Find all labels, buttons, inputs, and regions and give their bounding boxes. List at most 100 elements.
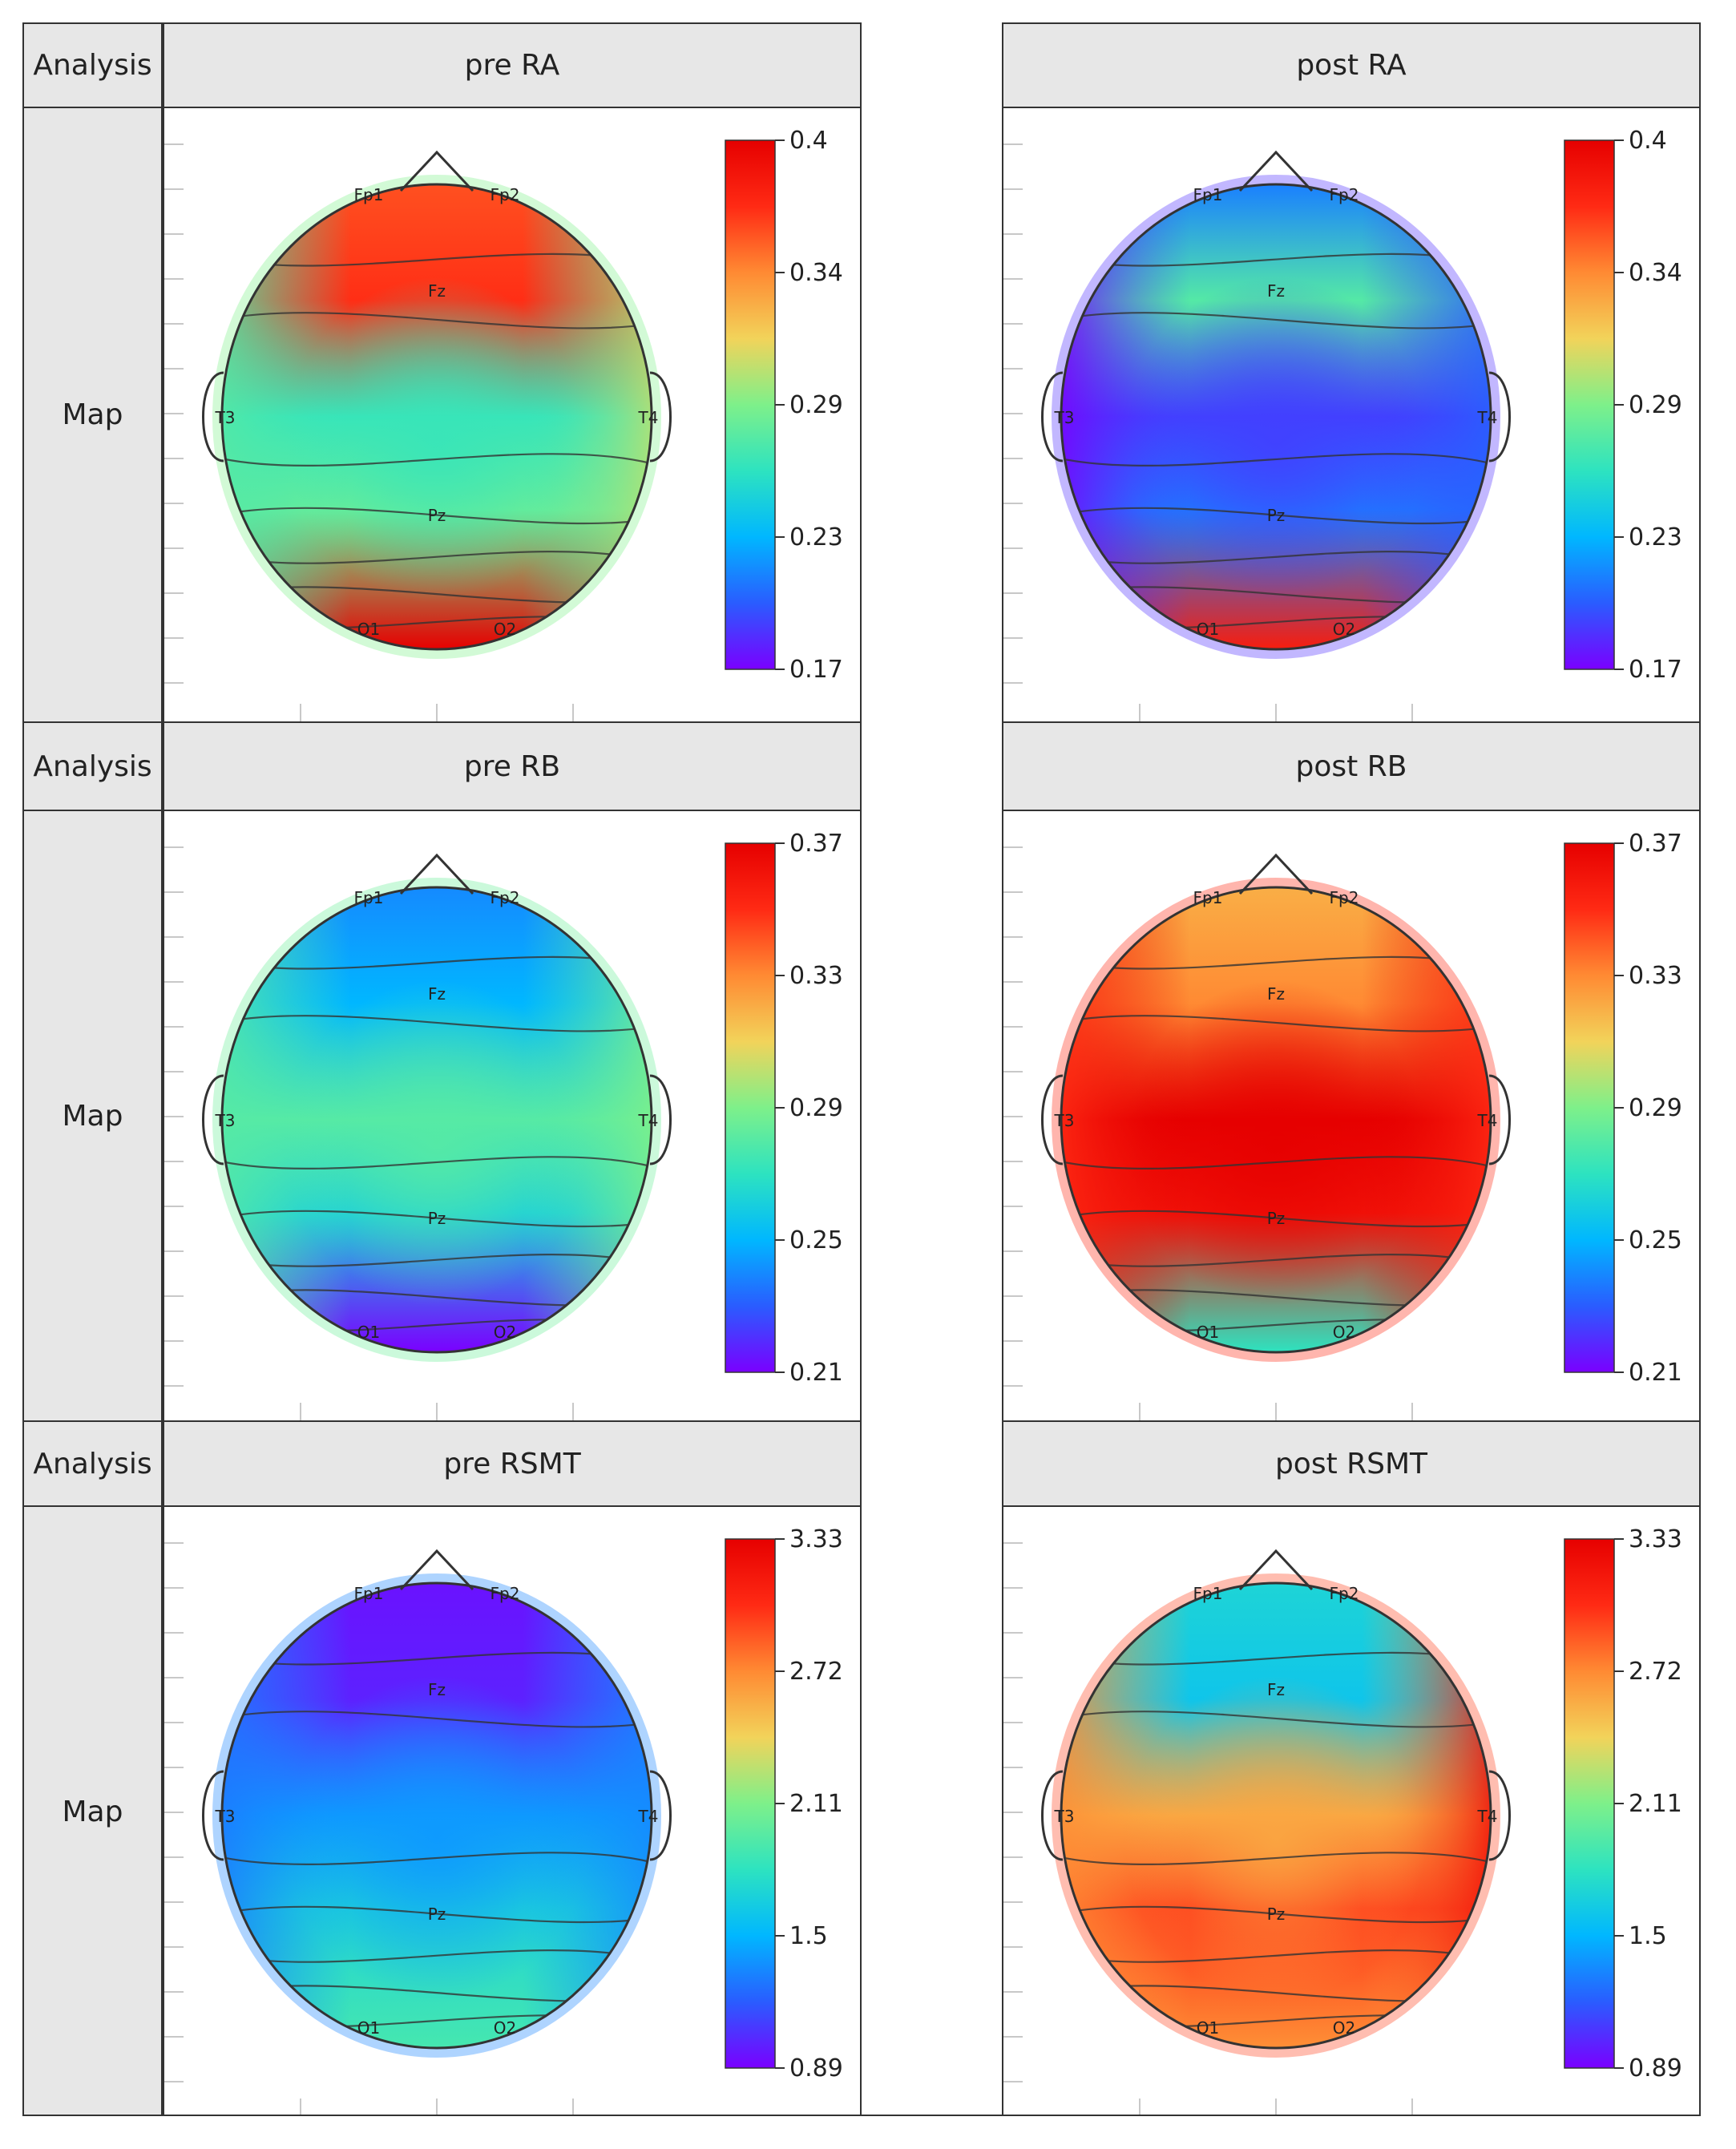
electrode-label: Fp1 — [354, 888, 384, 907]
left-ear-icon — [202, 371, 224, 463]
panel-title: post RSMT — [1274, 1447, 1428, 1480]
right-ear-icon — [1488, 1074, 1511, 1165]
colorbar-tick-label: 0.29 — [789, 1094, 843, 1122]
colorbar-tick-label: 0.89 — [789, 2054, 843, 2082]
head-glow — [1052, 175, 1500, 659]
electrode-label: T4 — [638, 1807, 659, 1826]
panel-title: post RB — [1295, 749, 1407, 783]
electrode-label: O1 — [357, 620, 380, 639]
colorbar-tick-label: 2.72 — [789, 1658, 843, 1686]
colorbar-tick-label: 2.11 — [1629, 1790, 1682, 1818]
r1-pre-topomap-plot: Fp1 Fp2 Fz T3 T4 Pz O1 O2 0.37 0.33 0.29 0.25 0.21 — [164, 830, 843, 1420]
table-bottom-border — [22, 2115, 1701, 2116]
left-ear-icon — [1041, 371, 1064, 463]
right-ear-icon — [649, 1074, 672, 1165]
electrode-label: O1 — [1197, 620, 1219, 639]
map-row-label: Map — [22, 1507, 163, 2116]
colorbar-tick-label: 0.37 — [789, 830, 843, 858]
post-topomap-panel: Fp1 Fp2 Fz T3 T4 Pz O1 O2 3.33 2.72 2.11 1.5 0.89 — [1002, 1507, 1701, 2116]
colorbar-tick-label: 0.33 — [1629, 962, 1682, 990]
electrode-label: O2 — [494, 620, 516, 639]
left-ear-icon — [1041, 1074, 1064, 1165]
electrode-label: O1 — [357, 1323, 380, 1342]
colorbar-tick-label: 1.5 — [1629, 1922, 1667, 1950]
analysis-label: Analysis — [33, 1447, 152, 1480]
colorbar-tick-label: 3.33 — [789, 1525, 843, 1553]
electrode-label: T4 — [638, 1111, 659, 1130]
electrode-label: Fz — [1267, 1680, 1285, 1699]
left-ear-icon — [202, 1074, 224, 1165]
r0-pre-topomap-plot: Fp1 Fp2 Fz T3 T4 Pz O1 O2 0.4 0.34 0.29 0.23 0.17 — [164, 127, 843, 721]
electrode-label: Pz — [428, 1905, 446, 1924]
axis-ticks — [164, 143, 574, 721]
electrode-label: Fp2 — [1330, 185, 1359, 204]
colorbar-tick-label: 0.29 — [1629, 1094, 1682, 1122]
electrode-label: Fp2 — [491, 185, 520, 204]
electrode-label: O2 — [494, 1323, 516, 1342]
nose-icon — [1238, 1549, 1314, 1591]
colorbar-tick-label: 0.34 — [789, 259, 843, 287]
map-label: Map — [62, 1099, 123, 1133]
colorbar-tick-label: 0.23 — [789, 523, 843, 551]
colorbar-tick-label: 0.21 — [1629, 1359, 1682, 1387]
nose-icon — [1238, 853, 1314, 895]
left-ear-icon — [202, 1770, 224, 1861]
colorbar-tick-label: 0.29 — [789, 391, 843, 419]
axis-ticks — [164, 1542, 574, 2116]
electrode-label: T4 — [1477, 1111, 1498, 1130]
analysis-header: Analysis — [22, 721, 163, 811]
post-title-header: post RSMT — [1002, 1420, 1701, 1507]
electrode-label: Fp1 — [1193, 185, 1223, 204]
electrode-label: Fp1 — [354, 185, 384, 204]
colorbar — [725, 1538, 776, 2069]
electrode-label: Fp1 — [354, 1584, 384, 1603]
panel-title: pre RSMT — [443, 1447, 581, 1480]
analysis-header: Analysis — [22, 1420, 163, 1507]
electrode-label: Fp2 — [1330, 1584, 1359, 1603]
electrode-label: T3 — [1054, 1807, 1075, 1826]
colorbar-tick-label: 0.25 — [789, 1226, 843, 1254]
head-outline — [1060, 886, 1492, 1354]
colorbar-tick-label: 0.34 — [1629, 259, 1682, 287]
r2-pre-topomap-plot: Fp1 Fp2 Fz T3 T4 Pz O1 O2 3.33 2.72 2.11 1.5 0.89 — [164, 1525, 843, 2116]
colorbar-tick-label: 3.33 — [1629, 1525, 1682, 1553]
electrode-label: Fp2 — [491, 888, 520, 907]
colorbar-tick-label: 0.4 — [1629, 127, 1667, 155]
colorbar-tick-label: 0.29 — [1629, 391, 1682, 419]
electrode-label: O1 — [357, 2018, 380, 2038]
axis-ticks — [1003, 846, 1413, 1420]
electrode-label: Pz — [1267, 1905, 1286, 1924]
electrode-label: T4 — [1477, 408, 1498, 427]
panel-title: pre RA — [464, 49, 560, 82]
head-outline — [220, 886, 653, 1354]
pre-topomap-panel: Fp1 Fp2 Fz T3 T4 Pz O1 O2 3.33 2.72 2.11 1.5 0.89 — [163, 1507, 862, 2116]
nose-icon — [399, 853, 474, 895]
electrode-label: Fz — [1267, 984, 1285, 1004]
head-outline — [1060, 1581, 1492, 2050]
electrode-label: O2 — [494, 2018, 516, 2038]
colorbar-tick-label: 0.37 — [1629, 830, 1682, 858]
map-label: Map — [62, 1795, 123, 1828]
head-glow — [212, 1573, 661, 2058]
head-glow — [1052, 1573, 1500, 2058]
electrode-label: T3 — [215, 1807, 236, 1826]
electrode-label: Pz — [428, 506, 446, 525]
r1-post-topomap-plot: Fp1 Fp2 Fz T3 T4 Pz O1 O2 0.37 0.33 0.29 0.25 0.21 — [1003, 830, 1682, 1420]
electrode-label: T4 — [638, 408, 659, 427]
electrode-label: T3 — [1054, 408, 1075, 427]
electrode-label: Pz — [428, 1209, 446, 1228]
electrode-label: Fp1 — [1193, 888, 1223, 907]
colorbar-tick-label: 0.23 — [1629, 523, 1682, 551]
electrode-label: O2 — [1333, 1323, 1355, 1342]
pre-title-header: pre RSMT — [163, 1420, 862, 1507]
colorbar — [725, 842, 776, 1373]
colorbar — [1564, 139, 1615, 670]
pre-topomap-panel: Fp1 Fp2 Fz T3 T4 Pz O1 O2 0.4 0.34 0.29 0.23 0.17 — [163, 108, 862, 721]
electrode-label: O1 — [1197, 1323, 1219, 1342]
electrode-label: T3 — [1054, 1111, 1075, 1130]
electrode-label: O2 — [1333, 2018, 1355, 2038]
electrode-label: T3 — [215, 1111, 236, 1130]
axis-ticks — [1003, 1542, 1413, 2116]
colorbar-tick-label: 1.5 — [789, 1922, 828, 1950]
colorbar — [1564, 842, 1615, 1373]
